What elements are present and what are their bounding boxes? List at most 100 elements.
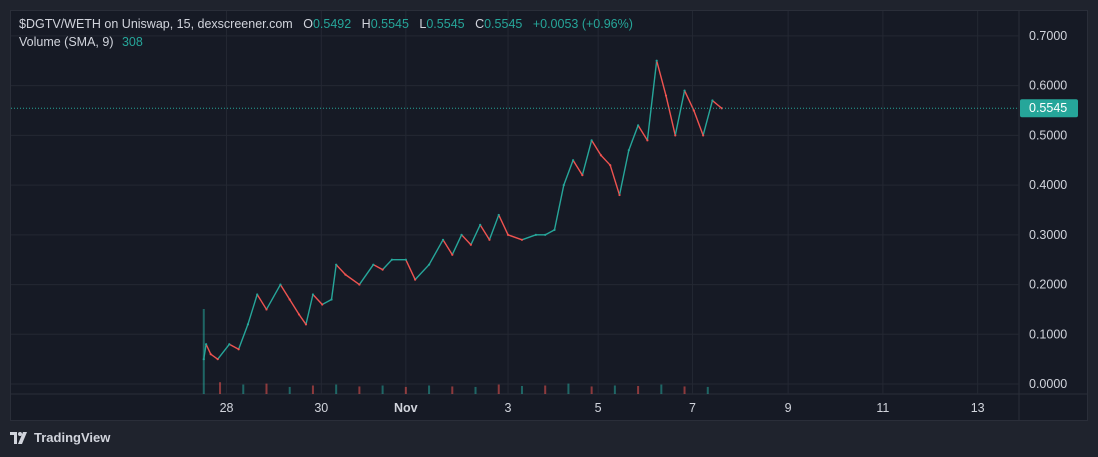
volume-bar bbox=[520, 385, 523, 394]
y-tick-label: 0.6000 bbox=[1029, 79, 1067, 93]
legend-symbol: $DGTV/WETH on Uniswap, 15, dexscreener.c… bbox=[19, 17, 293, 31]
price-point bbox=[534, 233, 538, 236]
x-tick-label: 13 bbox=[971, 401, 985, 415]
legend-open-value: 0.5492 bbox=[312, 17, 352, 31]
price-segment bbox=[205, 343, 212, 355]
price-point bbox=[381, 268, 384, 271]
price-point bbox=[506, 233, 510, 236]
volume-bar bbox=[683, 386, 686, 394]
price-segment bbox=[265, 284, 282, 310]
price-segment bbox=[507, 234, 523, 241]
y-tick-label: 0.7000 bbox=[1029, 29, 1067, 43]
price-point bbox=[209, 353, 212, 356]
y-tick-label: 0.0000 bbox=[1029, 377, 1067, 391]
current-price-label: 0.5545 bbox=[1029, 101, 1067, 115]
tradingview-logo-icon bbox=[10, 431, 27, 444]
price-point bbox=[683, 89, 686, 92]
price-segment bbox=[711, 99, 723, 109]
price-point bbox=[414, 278, 417, 281]
price-segment bbox=[618, 150, 630, 196]
price-segment bbox=[461, 234, 472, 246]
price-point bbox=[460, 233, 463, 236]
chart-canvas[interactable]: 0.7000 0.6000 0.5000 0.4000 0.3000 0.2000 0.10… bbox=[11, 11, 1087, 420]
price-point bbox=[265, 308, 268, 311]
price-segment bbox=[228, 343, 239, 350]
price-point bbox=[246, 323, 250, 326]
price-point bbox=[674, 134, 677, 137]
price-segment bbox=[442, 239, 453, 256]
price-segment bbox=[553, 184, 565, 230]
y-tick-label: 0.3000 bbox=[1029, 228, 1067, 242]
y-tick-label: 0.2000 bbox=[1029, 278, 1067, 292]
price-segment bbox=[498, 214, 509, 236]
x-tick-label: 9 bbox=[785, 401, 792, 415]
price-point bbox=[390, 258, 394, 261]
legend-change-value: +0.0053 (+0.96%) bbox=[532, 17, 633, 31]
price-point bbox=[618, 193, 621, 197]
legend-symbol-row: $DGTV/WETH on Uniswap, 15, dexscreener.c… bbox=[19, 17, 633, 31]
price-point bbox=[451, 253, 454, 256]
price-segment bbox=[237, 324, 249, 350]
price-segment bbox=[674, 90, 686, 136]
price-segment bbox=[289, 299, 300, 315]
price-point bbox=[202, 358, 205, 361]
volume-bar bbox=[311, 385, 314, 394]
price-point bbox=[372, 263, 375, 266]
price-point bbox=[544, 233, 547, 236]
price-point bbox=[344, 273, 347, 276]
price-segment bbox=[451, 234, 463, 256]
volume-bar bbox=[265, 383, 268, 394]
price-point bbox=[655, 59, 658, 62]
price-segment bbox=[600, 154, 611, 166]
price-segment bbox=[305, 294, 314, 325]
price-point bbox=[427, 263, 431, 266]
x-tick-label: Nov bbox=[394, 401, 418, 415]
price-point bbox=[441, 238, 445, 241]
volume-bar bbox=[202, 309, 205, 394]
price-point bbox=[553, 228, 556, 231]
price-segment bbox=[637, 125, 648, 141]
price-point bbox=[664, 94, 668, 97]
legend-volume-label: Volume (SMA, 9) bbox=[19, 35, 114, 49]
price-point bbox=[520, 238, 524, 241]
price-point bbox=[256, 293, 259, 296]
price-segment bbox=[298, 314, 307, 325]
tradingview-branding[interactable]: TradingView bbox=[10, 430, 110, 445]
price-segment bbox=[628, 125, 639, 151]
price-point bbox=[599, 154, 603, 157]
price-segment bbox=[665, 95, 676, 136]
price-point bbox=[330, 298, 333, 301]
volume-bar bbox=[474, 386, 477, 394]
volume-bar bbox=[288, 386, 291, 394]
current-price-tag bbox=[1020, 99, 1078, 118]
price-point bbox=[692, 109, 695, 112]
price-point bbox=[562, 183, 565, 187]
price-point bbox=[358, 283, 361, 286]
price-point bbox=[288, 298, 291, 301]
price-segment bbox=[330, 264, 337, 300]
price-point bbox=[237, 348, 240, 351]
price-segment bbox=[572, 159, 583, 176]
price-point bbox=[216, 358, 219, 361]
price-segment bbox=[609, 164, 621, 196]
chart-frame[interactable]: 0.7000 0.6000 0.5000 0.4000 0.3000 0.2000 0.10… bbox=[10, 10, 1088, 421]
price-segment bbox=[479, 224, 491, 241]
volume-bar bbox=[613, 385, 616, 394]
price-segment bbox=[656, 60, 667, 96]
price-point bbox=[646, 139, 649, 142]
legend-close-label: C bbox=[475, 17, 485, 31]
price-segment bbox=[581, 140, 593, 176]
price-segment bbox=[345, 274, 360, 286]
x-tick-label: 30 bbox=[314, 401, 328, 415]
price-point bbox=[297, 313, 301, 316]
price-point bbox=[590, 139, 593, 142]
x-tick-label: 11 bbox=[876, 401, 889, 415]
price-segment bbox=[203, 344, 207, 360]
volume-bar bbox=[590, 386, 593, 394]
y-tick-label: 0.4000 bbox=[1029, 178, 1067, 192]
x-tick-label: 5 bbox=[595, 401, 602, 415]
price-point bbox=[636, 124, 640, 127]
legend-open-label: O bbox=[303, 17, 313, 31]
price-point bbox=[702, 134, 705, 137]
legend-close-value: 0.5545 bbox=[484, 17, 523, 31]
